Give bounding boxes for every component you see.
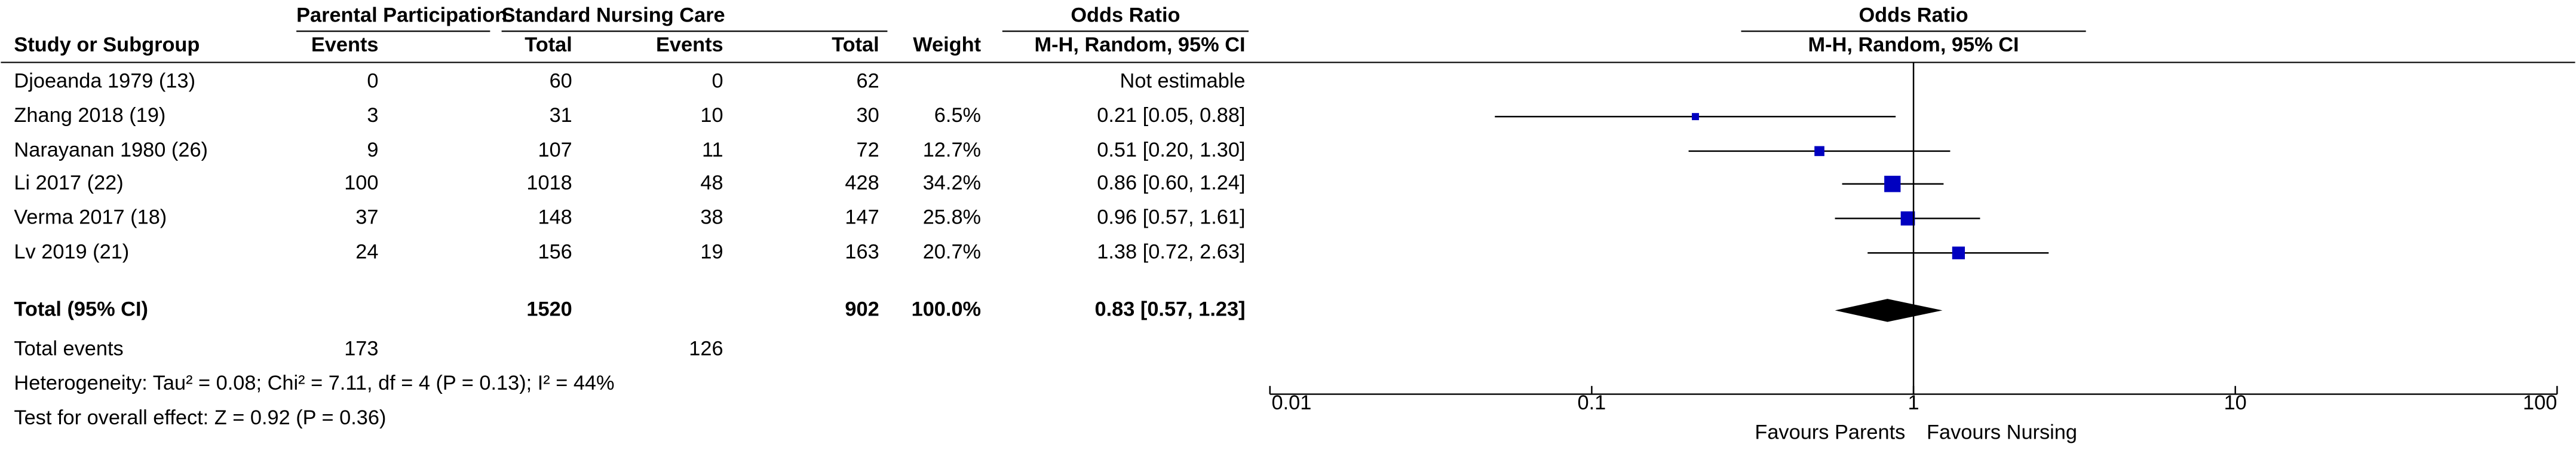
favours-left: Favours Parents (1755, 421, 1905, 444)
cell: 0 (367, 69, 378, 92)
effect-square (1814, 146, 1824, 157)
cell: 173 (344, 337, 378, 360)
study-name: Li 2017 (22) (14, 172, 123, 194)
study-name: Narayanan 1980 (26) (14, 139, 208, 161)
column-header: Study or Subgroup (14, 33, 200, 56)
x-tick-label: 10 (2224, 391, 2247, 414)
cell: 107 (538, 139, 572, 161)
pooled-diamond (1835, 299, 1943, 322)
cell: 0.86 [0.60, 1.24] (1097, 172, 1245, 194)
cell: 37 (355, 206, 378, 229)
cell: 10 (700, 104, 723, 127)
cell: 48 (700, 172, 723, 194)
x-tick-label: 0.1 (1578, 391, 1606, 414)
column-header: Events (656, 33, 723, 56)
cell: 0.21 [0.05, 0.88] (1097, 104, 1245, 127)
cell: 72 (857, 139, 879, 161)
cell: 163 (845, 240, 879, 263)
cell: 30 (857, 104, 879, 127)
cell: 60 (550, 69, 572, 92)
group-header: Standard Nursing Care (502, 4, 725, 27)
cell: 12.7% (923, 139, 981, 161)
column-header: Total (832, 33, 879, 56)
overall-effect: Test for overall effect: Z = 0.92 (P = 0… (14, 406, 386, 429)
cell: 148 (538, 206, 572, 229)
study-name: Lv 2019 (21) (14, 240, 129, 263)
effect-square (1900, 211, 1915, 226)
cell: 100.0% (912, 298, 981, 320)
column-header: M-H, Random, 95% CI (1808, 33, 2019, 56)
study-name: Djoeanda 1979 (13) (14, 69, 195, 92)
cell: 428 (845, 172, 879, 194)
group-header: Odds Ratio (1859, 4, 1968, 27)
group-header: Odds Ratio (1071, 4, 1180, 27)
cell: 126 (689, 337, 723, 360)
cell: 0.83 [0.57, 1.23] (1095, 298, 1246, 320)
cell: 3 (367, 104, 378, 127)
cell: 1520 (526, 298, 572, 320)
column-header: Total (525, 33, 572, 56)
x-tick-label: 0.01 (1272, 391, 1312, 414)
total-name: Total (95% CI) (14, 298, 148, 320)
cell: 100 (344, 172, 378, 194)
cell: 24 (355, 240, 378, 263)
cell: 1.38 [0.72, 2.63] (1097, 240, 1245, 263)
column-header: Events (311, 33, 379, 56)
cell: 19 (700, 240, 723, 263)
effect-square (1692, 113, 1699, 121)
column-header: Weight (913, 33, 981, 56)
cell: 0.51 [0.20, 1.30] (1097, 139, 1245, 161)
cell: 25.8% (923, 206, 981, 229)
cell: 156 (538, 240, 572, 263)
cell: 38 (700, 206, 723, 229)
column-header: M-H, Random, 95% CI (1035, 33, 1246, 56)
cell: 20.7% (923, 240, 981, 263)
effect-square (1952, 246, 1965, 259)
favours-right: Favours Nursing (1927, 421, 2077, 444)
cell: 34.2% (923, 172, 981, 194)
heterogeneity: Heterogeneity: Tau² = 0.08; Chi² = 7.11,… (14, 372, 614, 394)
cell: 0 (712, 69, 723, 92)
group-header: Parental Participation (296, 4, 507, 27)
cell: 902 (845, 298, 879, 320)
x-tick-label: 100 (2523, 391, 2557, 414)
effect-square (1884, 176, 1901, 192)
study-name: Zhang 2018 (19) (14, 104, 165, 127)
cell: 11 (702, 139, 723, 161)
x-tick-label: 1 (1908, 391, 1919, 414)
cell: Not estimable (1120, 69, 1246, 92)
total-events-label: Total events (14, 337, 123, 360)
cell: 62 (857, 69, 879, 92)
study-name: Verma 2017 (18) (14, 206, 167, 229)
cell: 0.96 [0.57, 1.61] (1097, 206, 1245, 229)
cell: 6.5% (934, 104, 981, 127)
cell: 1018 (526, 172, 572, 194)
cell: 31 (550, 104, 572, 127)
cell: 9 (367, 139, 378, 161)
cell: 147 (845, 206, 879, 229)
